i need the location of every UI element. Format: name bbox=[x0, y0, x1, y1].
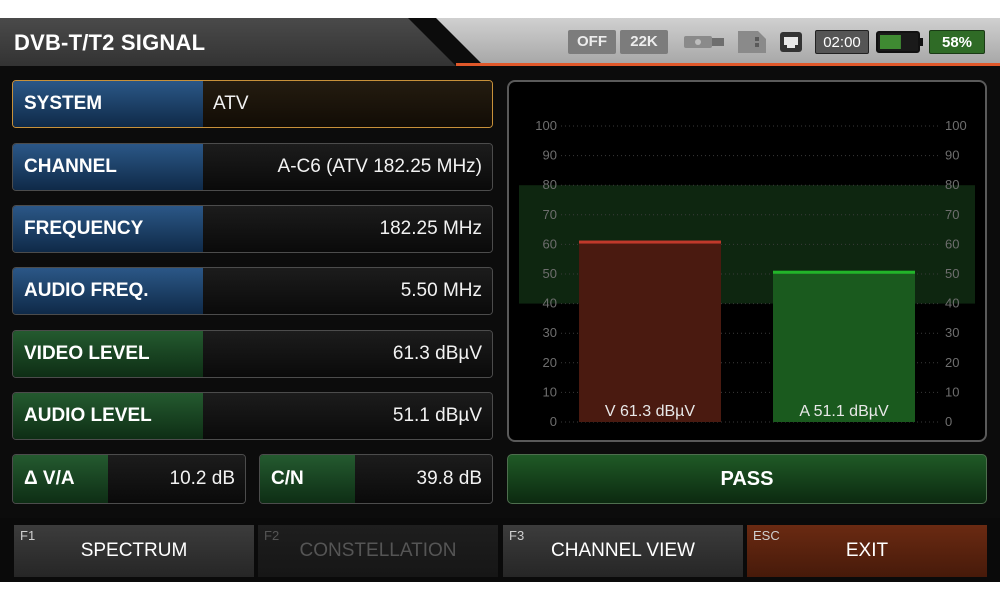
frequency-row[interactable]: FREQUENCY 182.25 MHz bbox=[12, 205, 493, 253]
bar-label-v: V 61.3 dBµV bbox=[605, 403, 695, 420]
y-tick-label-right: 70 bbox=[945, 207, 959, 222]
y-tick-label-left: 90 bbox=[543, 148, 557, 163]
y-tick-label-right: 20 bbox=[945, 355, 959, 370]
exit-button-label: EXIT bbox=[747, 540, 987, 562]
audio-freq-value: 5.50 MHz bbox=[203, 268, 492, 314]
pass-status: PASS bbox=[507, 454, 987, 504]
bar-label-a: A 51.1 dBµV bbox=[799, 403, 889, 420]
exit-button[interactable]: ESC EXIT bbox=[747, 525, 987, 577]
bar-v bbox=[579, 241, 721, 422]
y-tick-label-left: 100 bbox=[535, 118, 557, 133]
y-tick-label-left: 20 bbox=[543, 355, 557, 370]
y-tick-label-left: 0 bbox=[550, 414, 557, 429]
screen: DVB-T/T2 SIGNAL OFF 22K 02:00 58% bbox=[0, 18, 1000, 582]
system-label: SYSTEM bbox=[13, 81, 203, 127]
y-tick-label-left: 50 bbox=[543, 266, 557, 281]
level-chart-panel: 0 0 10 10 20 20 30 30 40 40 50 50 60 60 70 70 80 80 90 90 10… bbox=[507, 80, 987, 442]
system-row[interactable]: SYSTEM ATV bbox=[12, 80, 493, 128]
frequency-label: FREQUENCY bbox=[13, 206, 203, 252]
audio-level-row: AUDIO LEVEL 51.1 dBµV bbox=[12, 392, 493, 440]
delta-va-row: Δ V/A 10.2 dB bbox=[12, 454, 246, 504]
audio-level-label: AUDIO LEVEL bbox=[13, 393, 203, 439]
audio-freq-row[interactable]: AUDIO FREQ. 5.50 MHz bbox=[12, 267, 493, 315]
battery-percent-badge: 58% bbox=[929, 30, 985, 54]
header-accent-line bbox=[456, 63, 1000, 66]
audio-level-value: 51.1 dBµV bbox=[203, 393, 492, 439]
frequency-value: 182.25 MHz bbox=[203, 206, 492, 252]
y-tick-label-right: 50 bbox=[945, 266, 959, 281]
y-tick-label-left: 60 bbox=[543, 236, 557, 251]
y-tick-label-right: 0 bbox=[945, 414, 952, 429]
channel-value: A-C6 (ATV 182.25 MHz) bbox=[203, 144, 492, 190]
spectrum-button[interactable]: F1 SPECTRUM bbox=[14, 525, 254, 577]
usb-icon bbox=[684, 35, 724, 49]
function-key-bar: F1 SPECTRUM F2 CONSTELLATION F3 CHANNEL … bbox=[0, 518, 1000, 582]
sd-card-icon bbox=[738, 31, 766, 53]
y-tick-label-right: 10 bbox=[945, 384, 959, 399]
video-level-value: 61.3 dBµV bbox=[203, 331, 492, 377]
video-level-row: VIDEO LEVEL 61.3 dBµV bbox=[12, 330, 493, 378]
battery-icon bbox=[876, 31, 924, 53]
cn-label: C/N bbox=[260, 455, 355, 503]
channel-view-button[interactable]: F3 CHANNEL VIEW bbox=[503, 525, 743, 577]
page-title: DVB-T/T2 SIGNAL bbox=[14, 30, 205, 56]
audio-freq-label: AUDIO FREQ. bbox=[13, 268, 203, 314]
y-tick-label-right: 40 bbox=[945, 296, 959, 311]
y-tick-label-right: 60 bbox=[945, 236, 959, 251]
spectrum-button-label: SPECTRUM bbox=[14, 540, 254, 562]
lan-icon bbox=[780, 32, 802, 52]
tone-badge: 22K bbox=[620, 30, 668, 54]
cn-row: C/N 39.8 dB bbox=[259, 454, 493, 504]
cn-value: 39.8 dB bbox=[355, 455, 492, 503]
y-tick-label-left: 30 bbox=[543, 325, 557, 340]
constellation-button[interactable]: F2 CONSTELLATION bbox=[258, 525, 498, 577]
y-tick-label-left: 80 bbox=[543, 177, 557, 192]
constellation-button-label: CONSTELLATION bbox=[258, 540, 498, 562]
level-chart: 0 0 10 10 20 20 30 30 40 40 50 50 60 60 70 70 80 80 90 90 10… bbox=[509, 82, 985, 440]
delta-va-label: Δ V/A bbox=[13, 455, 108, 503]
system-value: ATV bbox=[203, 81, 492, 127]
channel-row[interactable]: CHANNEL A-C6 (ATV 182.25 MHz) bbox=[12, 143, 493, 191]
y-tick-label-right: 100 bbox=[945, 118, 967, 133]
delta-va-value: 10.2 dB bbox=[108, 455, 245, 503]
y-tick-label-left: 70 bbox=[543, 207, 557, 222]
video-level-label: VIDEO LEVEL bbox=[13, 331, 203, 377]
y-tick-label-right: 30 bbox=[945, 325, 959, 340]
header-bar: DVB-T/T2 SIGNAL OFF 22K 02:00 58% bbox=[0, 18, 1000, 66]
y-tick-label-right: 80 bbox=[945, 177, 959, 192]
clock-display: 02:00 bbox=[815, 30, 869, 54]
channel-label: CHANNEL bbox=[13, 144, 203, 190]
y-tick-label-right: 90 bbox=[945, 148, 959, 163]
bar-top-a bbox=[773, 271, 915, 274]
lnb-power-badge: OFF bbox=[568, 30, 616, 54]
channel-view-button-label: CHANNEL VIEW bbox=[503, 540, 743, 562]
bar-top-v bbox=[579, 241, 721, 244]
bar-a bbox=[773, 271, 915, 422]
y-tick-label-left: 40 bbox=[543, 296, 557, 311]
y-tick-label-left: 10 bbox=[543, 384, 557, 399]
